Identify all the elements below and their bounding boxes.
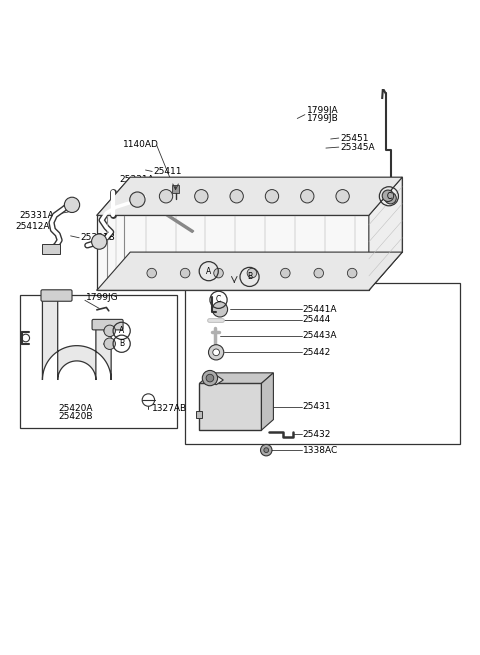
Circle shape — [130, 192, 145, 207]
Circle shape — [64, 197, 80, 212]
Circle shape — [300, 189, 314, 203]
Text: B: B — [119, 339, 124, 348]
Polygon shape — [369, 177, 402, 290]
Text: A: A — [206, 267, 211, 276]
Text: 25345A: 25345A — [340, 143, 375, 151]
Circle shape — [382, 190, 394, 202]
Circle shape — [314, 269, 324, 278]
Text: A: A — [119, 326, 124, 335]
Polygon shape — [199, 373, 274, 383]
Circle shape — [385, 193, 396, 204]
Text: 25331A: 25331A — [120, 175, 155, 184]
Bar — [42, 244, 60, 253]
Circle shape — [212, 302, 228, 317]
Bar — [185, 283, 459, 445]
Circle shape — [202, 371, 217, 386]
Text: 25443A: 25443A — [303, 331, 337, 340]
Text: 25420B: 25420B — [59, 412, 93, 421]
Polygon shape — [42, 300, 111, 380]
Bar — [20, 295, 177, 428]
Circle shape — [261, 445, 272, 456]
Text: 25331B: 25331B — [80, 233, 115, 242]
Text: B: B — [247, 272, 252, 282]
Text: 1338AC: 1338AC — [303, 445, 338, 455]
Text: 1140AD: 1140AD — [123, 140, 159, 149]
Text: 25432: 25432 — [303, 430, 331, 439]
Circle shape — [104, 338, 116, 350]
Text: 25412A: 25412A — [16, 222, 50, 231]
Circle shape — [265, 189, 279, 203]
Text: 25361: 25361 — [214, 274, 242, 283]
Text: 25441A: 25441A — [303, 305, 337, 314]
Polygon shape — [209, 375, 223, 384]
Text: 1799JG: 1799JG — [86, 293, 119, 303]
Text: 1327AB: 1327AB — [152, 404, 187, 413]
Circle shape — [213, 349, 219, 356]
Circle shape — [208, 345, 224, 360]
Circle shape — [147, 269, 156, 278]
Circle shape — [206, 374, 214, 382]
Text: 25331A: 25331A — [20, 211, 54, 220]
FancyBboxPatch shape — [41, 290, 72, 301]
Polygon shape — [97, 177, 402, 215]
Circle shape — [230, 189, 243, 203]
Circle shape — [92, 234, 107, 250]
Polygon shape — [97, 215, 369, 290]
Circle shape — [336, 189, 349, 203]
Polygon shape — [262, 373, 274, 430]
Circle shape — [159, 189, 173, 203]
Text: 25331A: 25331A — [177, 194, 212, 203]
Circle shape — [214, 269, 223, 278]
Circle shape — [180, 269, 190, 278]
Circle shape — [195, 189, 208, 203]
Circle shape — [348, 269, 357, 278]
Polygon shape — [97, 252, 402, 290]
FancyBboxPatch shape — [92, 320, 123, 330]
Text: 25444: 25444 — [303, 315, 331, 324]
Polygon shape — [199, 383, 262, 430]
Circle shape — [264, 448, 269, 453]
Text: 25411: 25411 — [153, 167, 181, 176]
Text: 25451: 25451 — [340, 134, 369, 143]
Circle shape — [104, 325, 116, 337]
Text: C: C — [216, 295, 221, 305]
Circle shape — [247, 269, 257, 278]
Text: 25442: 25442 — [303, 348, 331, 357]
Text: 25431: 25431 — [303, 402, 331, 411]
Polygon shape — [130, 177, 402, 252]
Text: 1799JB: 1799JB — [307, 114, 338, 123]
Text: C: C — [386, 192, 392, 201]
Polygon shape — [196, 411, 202, 418]
Text: 25420A: 25420A — [59, 404, 93, 413]
Bar — [172, 185, 180, 193]
Text: 1799JA: 1799JA — [307, 106, 338, 115]
Circle shape — [281, 269, 290, 278]
